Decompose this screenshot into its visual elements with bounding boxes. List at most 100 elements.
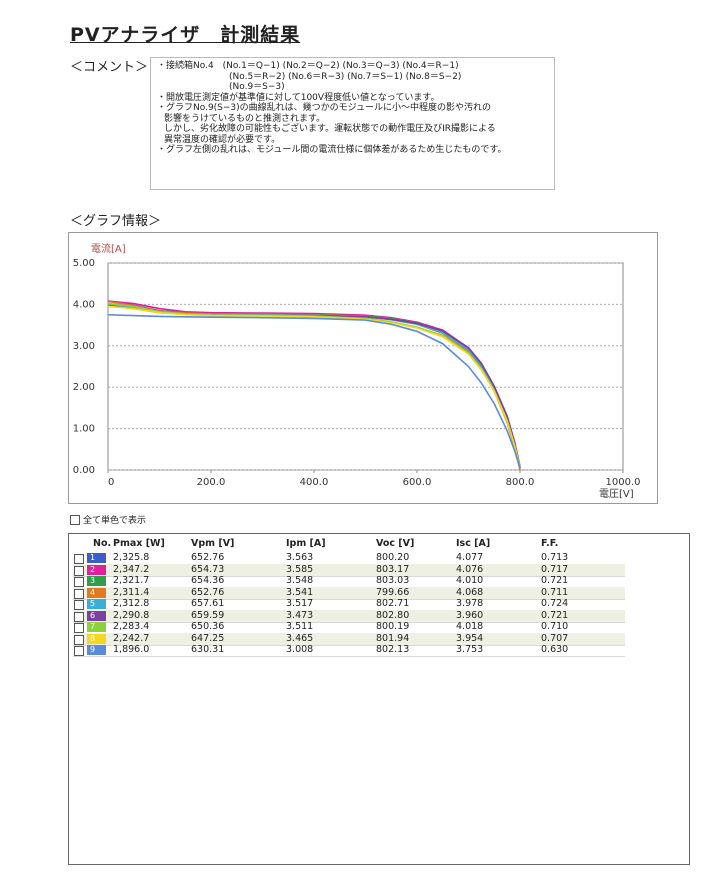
y-tick-label: 0.00 — [73, 465, 95, 476]
table-cell: 2,347.2 — [113, 563, 150, 575]
title: PVアナライザ 計測結果 — [70, 24, 301, 46]
table-cell: 3.563 — [286, 552, 314, 563]
x-tick-label: 800.0 — [506, 477, 535, 488]
mono-toggle[interactable]: 全て単色で表示 — [70, 513, 146, 526]
series-swatch: 6 — [87, 610, 106, 621]
table-cell: 801.94 — [376, 632, 410, 644]
graph-label: ＜グラフ情報＞ — [70, 214, 162, 229]
result-table: No. Pmax [W] Vpm [V] Ipm [A] Voc [V] Isc [A] F… — [68, 533, 690, 865]
table-cell: 799.66 — [376, 586, 410, 598]
header-cell: Vpm [V] — [191, 538, 235, 549]
table-cell: 654.36 — [191, 575, 225, 586]
row-checkbox[interactable] — [74, 577, 84, 587]
table-cell: 800.19 — [376, 621, 410, 632]
table-cell: 0.721 — [541, 609, 569, 621]
y-tick-label: 2.00 — [73, 382, 95, 393]
table-row: 2 2,347.2 654.73 3.585 803.17 4.076 0.717 — [73, 563, 625, 577]
table-cell: 0.630 — [541, 644, 569, 655]
table-cell: 2,283.4 — [113, 621, 150, 632]
header-cell: Isc [A] — [456, 538, 491, 549]
x-tick-label: 600.0 — [403, 477, 432, 488]
iv-curve — [107, 305, 521, 469]
y-tick-label: 1.00 — [73, 424, 95, 435]
table-cell: 0.724 — [541, 598, 569, 609]
table-cell: 3.008 — [286, 644, 314, 655]
table-cell: 0.713 — [541, 552, 569, 563]
table-cell: 802.80 — [376, 609, 410, 621]
header-cell: Voc [V] — [376, 538, 415, 549]
table-cell: 652.76 — [191, 552, 225, 563]
comment-line: ・接続箱No.4 (No.1＝Q−1) (No.2＝Q−2) (No.3＝Q−3… — [157, 61, 459, 71]
header-cell: F.F. — [541, 538, 559, 549]
table-cell: 2,242.7 — [113, 632, 150, 644]
series-swatch: 7 — [87, 622, 106, 632]
table-cell: 803.17 — [376, 563, 410, 575]
series-swatch: 5 — [87, 599, 106, 609]
table-cell: 3.465 — [286, 632, 314, 644]
table-cell: 3.960 — [456, 609, 484, 621]
table-cell: 2,321.7 — [113, 575, 150, 586]
table-cell: 652.76 — [191, 586, 225, 598]
series-swatch: 9 — [87, 645, 106, 655]
series-swatch: 8 — [87, 633, 106, 644]
table-cell: 802.13 — [376, 644, 410, 655]
chart: 電流[A] 電圧[V] 0.00 1.00 2.00 3.00 4.00 5.00 0 200… — [68, 232, 658, 504]
series-swatch: 1 — [87, 553, 106, 563]
row-checkbox[interactable] — [74, 565, 84, 576]
table-cell: 4.068 — [456, 586, 484, 598]
table-cell: 4.018 — [456, 621, 484, 632]
table-cell: 0.711 — [541, 586, 569, 598]
row-checkbox[interactable] — [74, 611, 84, 622]
table-header: No. Pmax [W] Vpm [V] Ipm [A] Voc [V] Isc [A] F… — [73, 538, 625, 550]
comment-line: ・グラフ左側の乱れは、モジュール間の電流仕様に個体差があるため生じたものです。 — [157, 145, 507, 155]
row-checkbox[interactable] — [74, 623, 84, 633]
table-cell: 3.511 — [286, 621, 314, 632]
row-checkbox[interactable] — [74, 600, 84, 610]
table-cell: 803.03 — [376, 575, 410, 586]
table-cell: 630.31 — [191, 644, 225, 655]
table-cell: 802.71 — [376, 598, 410, 609]
y-axis-label: 電流[A] — [91, 242, 126, 255]
row-checkbox[interactable] — [74, 588, 84, 599]
table-row: 6 2,290.8 659.59 3.473 802.80 3.960 0.721 — [73, 609, 625, 623]
header-cell: Pmax [W] — [113, 538, 165, 549]
header-cell: No. — [93, 538, 112, 549]
table-cell: 0.707 — [541, 632, 569, 644]
series-swatch: 2 — [87, 564, 106, 575]
x-tick-label: 400.0 — [300, 477, 329, 488]
comment-box: ・接続箱No.4 (No.1＝Q−1) (No.2＝Q−2) (No.3＝Q−3… — [150, 57, 555, 190]
table-row: 8 2,242.7 647.25 3.465 801.94 3.954 0.707 — [73, 632, 625, 646]
table-cell: 3.585 — [286, 563, 314, 575]
table-cell: 0.717 — [541, 563, 569, 575]
comment-line: 影響をうけているものと推測されます。 — [164, 113, 326, 124]
table-cell: 650.36 — [191, 621, 225, 632]
row-checkbox[interactable] — [74, 554, 84, 564]
table-cell: 647.25 — [191, 632, 225, 644]
table-cell: 1,896.0 — [113, 644, 150, 655]
y-tick-label: 5.00 — [73, 258, 95, 269]
table-cell: 3.954 — [456, 632, 484, 644]
table-cell: 4.077 — [456, 552, 484, 563]
table-row: 9 1,896.0 630.31 3.008 802.13 3.753 0.630 — [73, 644, 625, 657]
comment-line: 異常温度の確認が必要です。 — [164, 134, 281, 145]
table-cell: 800.20 — [376, 552, 410, 563]
comment-line: ・グラフNo.9(S−3)の曲線乱れは、幾つかのモジュールに小〜中程度の影や汚れ… — [157, 103, 492, 113]
x-tick-label: 1000.0 — [606, 477, 641, 488]
row-checkbox[interactable] — [74, 646, 84, 656]
table-cell: 2,311.4 — [113, 586, 150, 598]
comment-line: しかし、劣化故障の可能性もございます。運転状態での動作電圧及びIR撮影による — [164, 124, 496, 134]
header-cell: Ipm [A] — [286, 538, 326, 549]
table-row: 4 2,311.4 652.76 3.541 799.66 4.068 0.711 — [73, 586, 625, 600]
table-cell: 3.978 — [456, 598, 484, 609]
checkbox[interactable] — [70, 514, 80, 525]
table-cell: 3.517 — [286, 598, 314, 609]
table-cell: 659.59 — [191, 609, 225, 621]
comment-label: ＜コメント＞ — [70, 60, 149, 75]
series-swatch: 4 — [87, 587, 106, 598]
iv-curve — [107, 313, 521, 469]
plot-area — [107, 262, 624, 471]
table-cell: 4.076 — [456, 563, 484, 575]
table-cell: 654.73 — [191, 563, 225, 575]
row-checkbox[interactable] — [74, 634, 84, 645]
table-cell: 2,325.8 — [113, 552, 150, 563]
